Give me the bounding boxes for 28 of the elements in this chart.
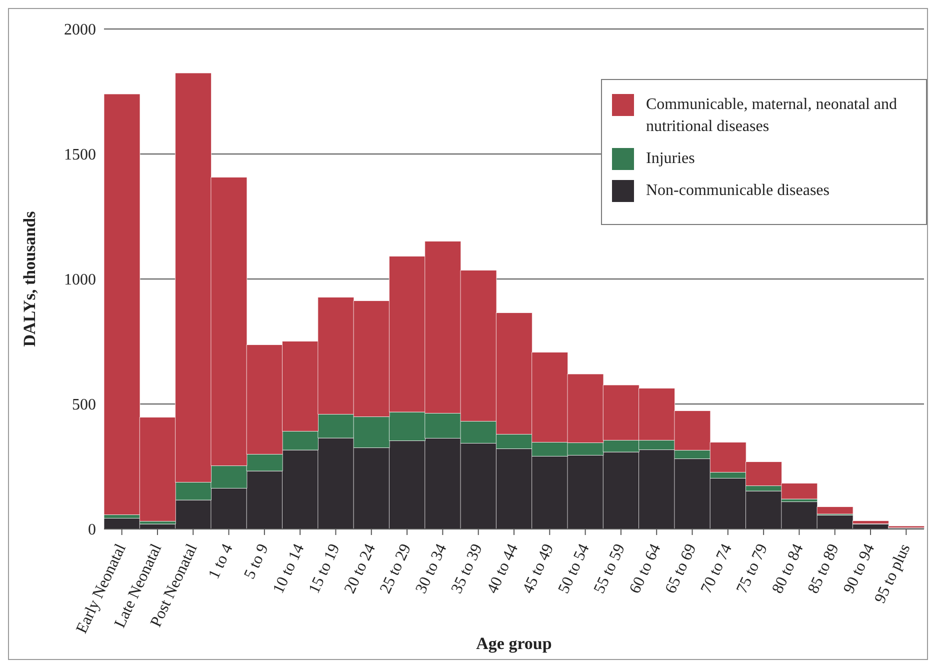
x-tick-label: 30 to 34 [412, 542, 450, 596]
x-tick-label: 45 to 49 [520, 542, 558, 596]
x-tick-label: 25 to 29 [377, 542, 415, 596]
y-tick-label: 2000 [64, 22, 96, 39]
x-tick-label: 55 to 59 [591, 542, 629, 596]
x-tick-label: 85 to 89 [804, 542, 842, 596]
legend-label: Non-communicable diseases [646, 181, 830, 201]
y-tick-label: 1000 [64, 272, 96, 289]
legend-label: Communicable, maternal, neonatal and nutritional diseases [646, 95, 898, 137]
x-tick-label: 50 to 54 [555, 542, 593, 596]
y-tick-label: 0 [88, 522, 96, 539]
x-tick-label: 20 to 24 [341, 542, 380, 596]
x-tick-label: 15 to 19 [306, 542, 344, 596]
y-tick-label: 1500 [64, 146, 96, 164]
x-tick-label: 75 to 79 [734, 542, 772, 596]
x-axis-title: Age group [476, 634, 552, 653]
x-tick-label: 5 to 9 [241, 542, 272, 582]
y-axis-title: DALYs, thousands [20, 210, 40, 347]
x-tick-label: 40 to 44 [484, 542, 522, 596]
x-tick-label: 35 to 39 [448, 542, 486, 596]
legend-label: Injuries [646, 149, 695, 169]
x-tick-label: 80 to 84 [769, 542, 807, 596]
x-tick-label: 65 to 69 [662, 542, 700, 596]
x-tick-label: 10 to 14 [270, 542, 308, 596]
x-tick-label: 1 to 4 [206, 542, 236, 582]
x-tick-label: 70 to 74 [698, 542, 736, 596]
x-tick-label: 60 to 64 [626, 542, 664, 596]
y-tick-label: 500 [72, 396, 96, 414]
